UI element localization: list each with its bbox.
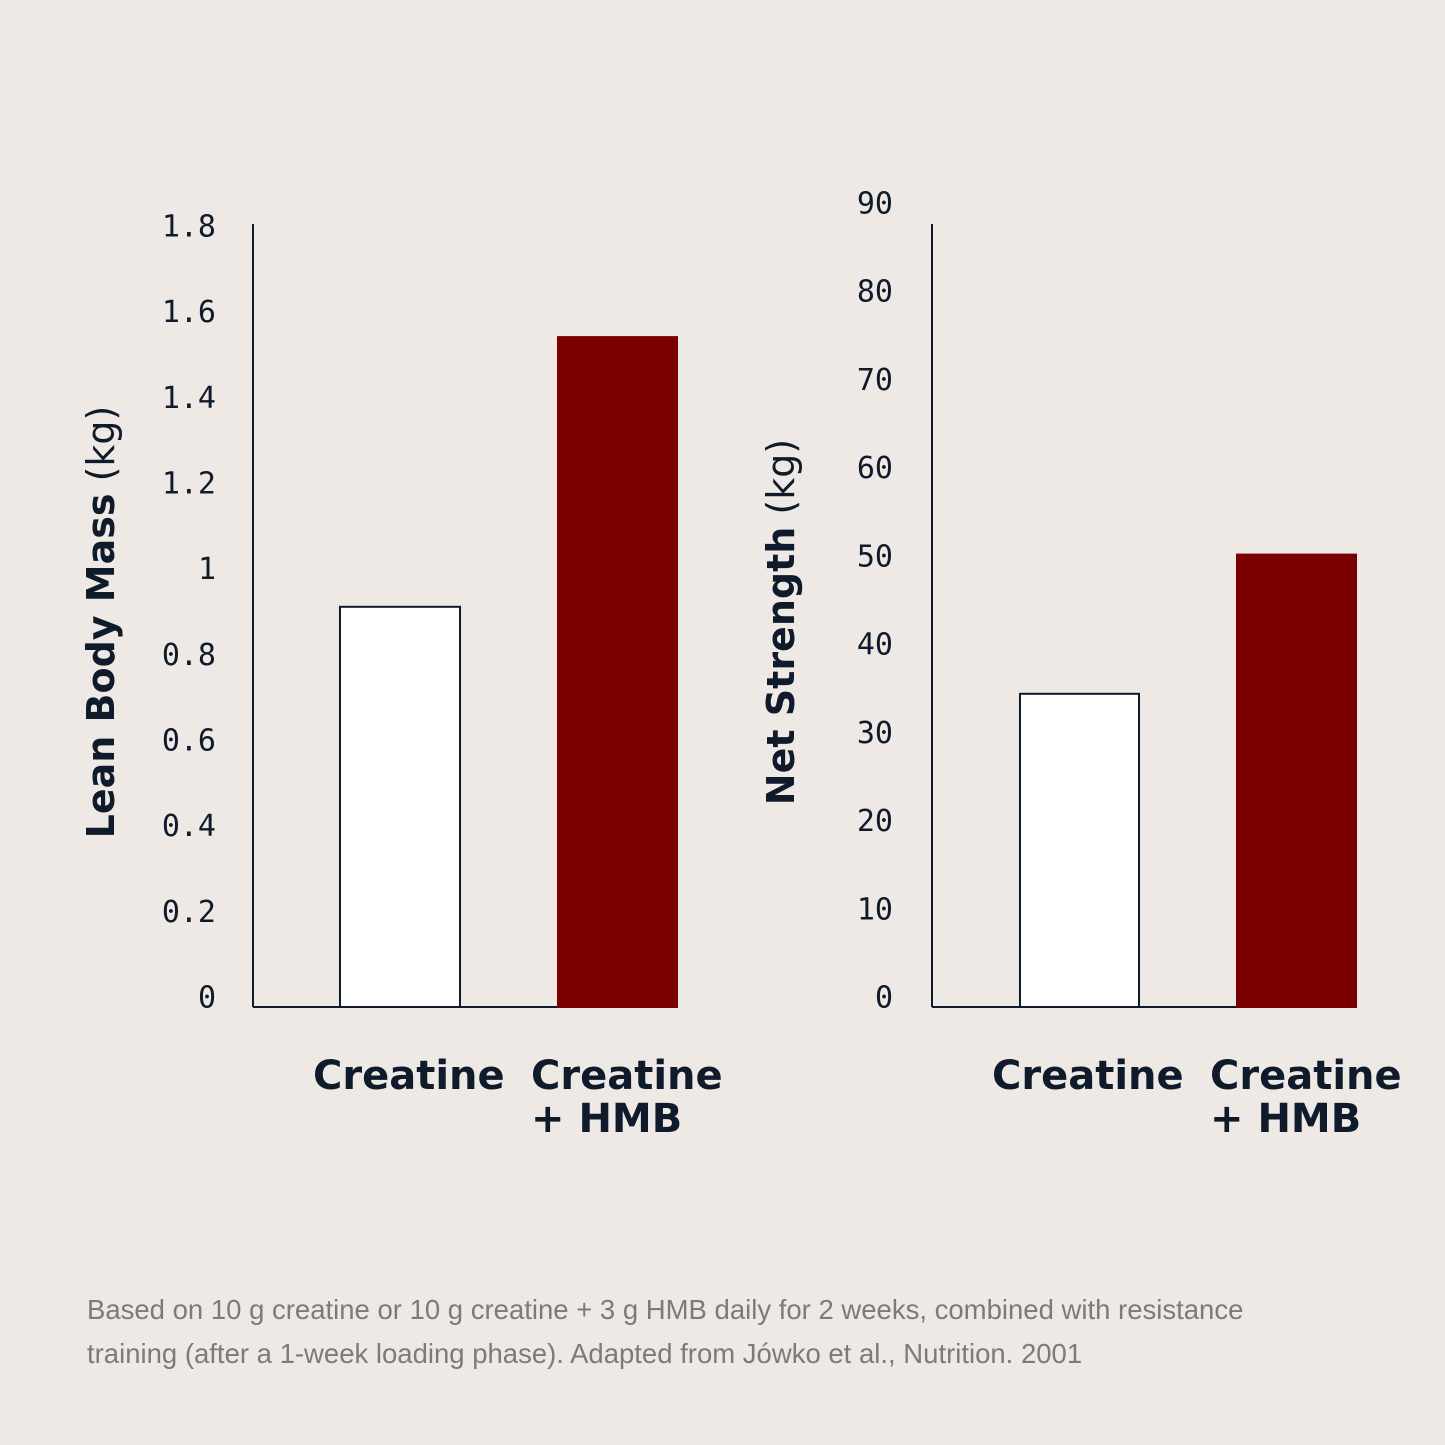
category-label: + HMB xyxy=(531,1096,682,1142)
y-tick-label: 0 xyxy=(198,981,216,1016)
bar-creatine-hmb xyxy=(557,336,678,1009)
y-tick-label: 1.4 xyxy=(162,381,216,416)
bar-creatine-hmb xyxy=(1236,553,1357,1008)
bar-creatine xyxy=(1019,692,1140,1008)
y-tick-label: 30 xyxy=(857,716,893,751)
y-axis-label-title: Net Strength xyxy=(759,527,803,806)
category-label: + HMB xyxy=(1210,1096,1361,1142)
y-tick-label: 1.2 xyxy=(162,467,216,502)
y-tick-label: 50 xyxy=(857,539,893,574)
source-caption: Based on 10 g creatine or 10 g creatine … xyxy=(87,1288,1387,1376)
y-tick-label: 60 xyxy=(857,451,893,486)
caption-line-2: training (after a 1-week loading phase).… xyxy=(87,1338,1083,1369)
y-tick-label: 40 xyxy=(857,628,893,663)
y-tick-label: 1.8 xyxy=(162,210,216,245)
y-axis-label-title: Lean Body Mass xyxy=(79,493,123,838)
y-tick-label: 90 xyxy=(857,187,893,222)
y-axis-label-unit: (kg) xyxy=(759,439,803,527)
caption-line-1: Based on 10 g creatine or 10 g creatine … xyxy=(87,1294,1244,1325)
y-tick-label: 0.4 xyxy=(162,809,216,844)
category-label: Creatine xyxy=(531,1053,723,1099)
y-tick-label: 10 xyxy=(857,892,893,927)
y-tick-label: 0.2 xyxy=(162,895,216,930)
bar-creatine xyxy=(339,605,461,1008)
category-label: Creatine xyxy=(1210,1053,1402,1099)
y-tick-label: 20 xyxy=(857,804,893,839)
y-tick-label: 0 xyxy=(875,981,893,1016)
category-label: Creatine xyxy=(992,1053,1184,1099)
y-axis-label: Net Strength (kg) xyxy=(759,439,803,805)
y-tick-label: 1.6 xyxy=(162,295,216,330)
y-tick-label: 70 xyxy=(857,363,893,398)
y-axis-label-unit: (kg) xyxy=(79,406,123,494)
y-tick-label: 0.8 xyxy=(162,638,216,673)
y-tick-label: 80 xyxy=(857,275,893,310)
category-label: Creatine xyxy=(313,1053,505,1099)
lean-body-mass-chart: 0 0.2 0.4 0.6 0.8 1 1.2 1.4 1.6 1.8 Creatine Creati… xyxy=(79,210,723,1143)
y-tick-label: 0.6 xyxy=(162,724,216,759)
y-tick-label: 1 xyxy=(198,552,216,587)
y-axis-label: Lean Body Mass (kg) xyxy=(79,406,123,839)
